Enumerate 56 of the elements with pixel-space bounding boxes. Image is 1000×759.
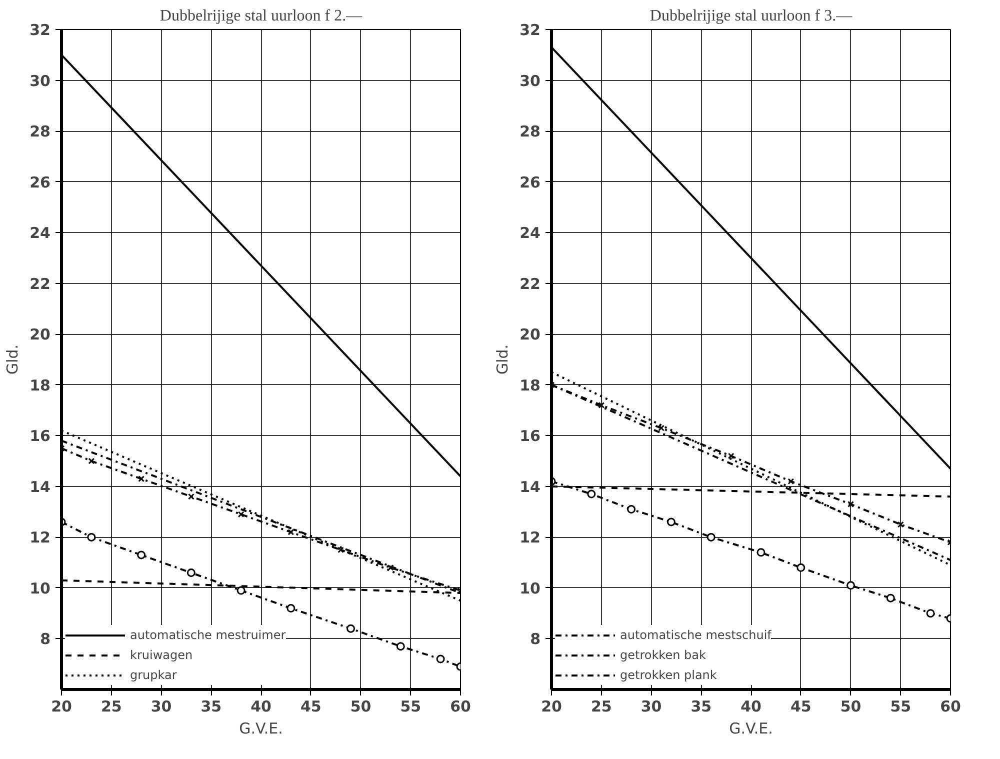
x-tick-label: 45 [300,698,322,716]
y-tick-label: 26 [30,173,50,192]
x-tick-label: 25 [100,698,122,716]
y-tick-label: 8 [530,630,540,648]
x-tick-label: 60 [940,698,961,716]
legend-label: automatische mestruimer [130,628,286,642]
x-tick-label: 45 [790,698,812,716]
y-tick-label: 24 [520,224,540,242]
y-tick-label: 18 [520,376,540,394]
y-tick-label: 22 [520,274,540,293]
x-tick-label: 40 [740,698,762,716]
y-tick-label: 30 [520,72,540,90]
legend-label: automatische mestschuif [620,628,772,642]
legend-label: getrokken plank [620,668,717,682]
y-tick-label: 8 [40,630,50,648]
y-tick-label: 14 [520,478,540,496]
x-tick-label: 50 [350,698,372,716]
x-tick-label: 55 [890,698,912,716]
y-tick-label: 22 [30,274,50,293]
x-tick-label: 25 [590,698,612,716]
y-tick-label: 16 [30,427,50,446]
y-axis-title: Gld. [4,344,22,375]
y-axis-title: Gld. [494,344,512,375]
legend-label: grupkar [130,668,177,682]
x-tick-label: 20 [51,698,72,716]
legend-label: kruiwagen [130,648,193,662]
y-tick-label: 18 [30,376,50,394]
x-tick-label: 30 [640,698,662,716]
y-tick-label: 30 [30,72,50,90]
x-tick-label: 20 [541,698,562,716]
y-tick-label: 20 [30,326,50,344]
legend-label: getrokken bak [620,648,706,662]
x-tick-label: 35 [200,698,222,716]
x-axis-title: G.V.E. [729,720,773,738]
chart-title: Dubbelrijige stal uurloon f 3.— [650,8,854,24]
x-tick-label: 35 [690,698,712,716]
x-axis-title: G.V.E. [239,720,283,738]
y-tick-label: 28 [30,122,50,141]
x-tick-label: 55 [400,698,422,716]
y-tick-label: 14 [30,478,50,496]
x-tick-label: 60 [450,698,471,716]
y-tick-label: 12 [520,528,540,547]
y-tick-label: 32 [30,21,50,39]
y-tick-label: 26 [520,173,540,192]
x-tick-label: 30 [150,698,172,716]
y-tick-label: 24 [30,224,50,242]
y-tick-label: 12 [30,528,50,547]
y-tick-label: 10 [520,579,540,598]
y-tick-label: 20 [520,326,540,344]
y-tick-label: 28 [520,122,540,141]
x-tick-label: 50 [840,698,862,716]
x-tick-label: 40 [250,698,272,716]
y-tick-label: 32 [520,21,540,39]
y-tick-label: 16 [520,427,540,446]
chart-title: Dubbelrijige stal uurloon f 2.— [160,8,364,24]
y-tick-label: 10 [30,579,50,598]
